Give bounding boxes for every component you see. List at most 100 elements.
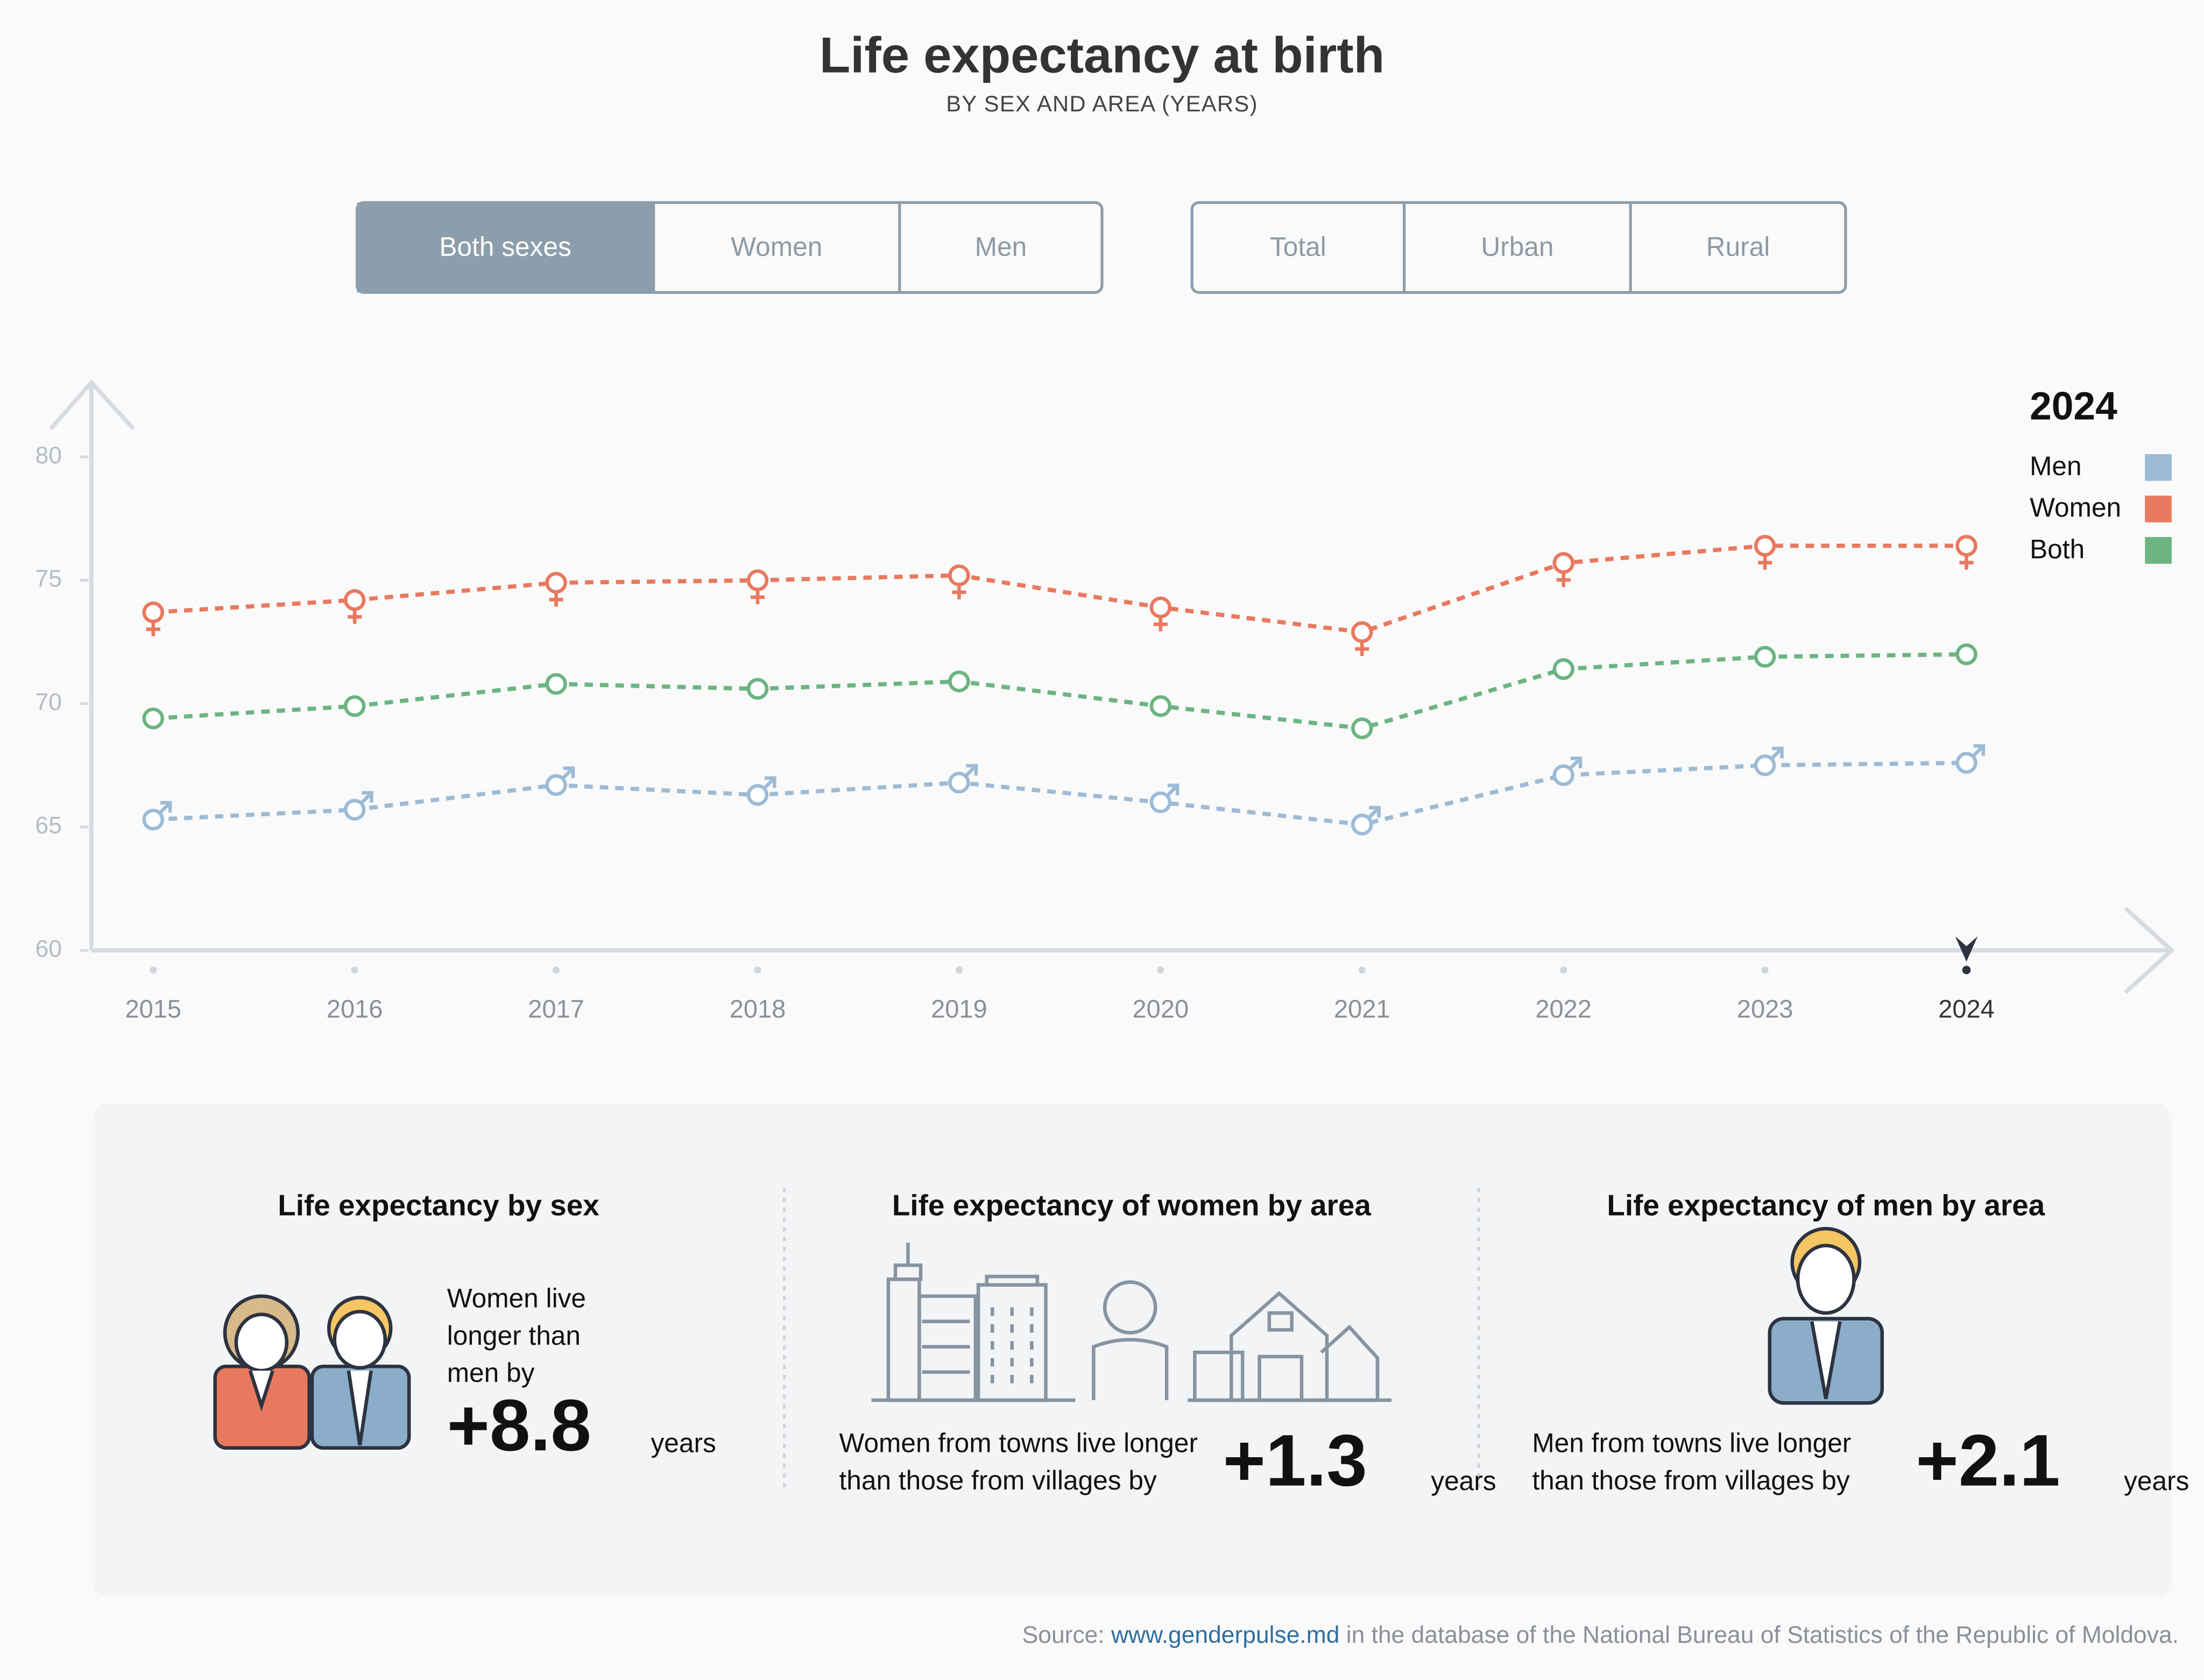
point-circle xyxy=(1351,621,1373,643)
point-circle xyxy=(1149,596,1172,619)
button-label[interactable]: Both sexes xyxy=(439,232,571,262)
card-value: +2.1 xyxy=(1916,1420,2060,1501)
point-symbol xyxy=(1770,746,1784,760)
icon-face xyxy=(333,1310,387,1370)
button-group-border xyxy=(1190,201,1847,294)
legend-swatch xyxy=(2145,537,2172,564)
data-point xyxy=(1149,695,1172,717)
icon-face xyxy=(234,1312,289,1373)
data-point xyxy=(1552,756,1583,786)
point-symbol xyxy=(359,791,373,805)
y-axis-arrow xyxy=(49,379,136,430)
point-circle xyxy=(1955,752,1977,774)
icon-building xyxy=(985,1274,1040,1287)
man-icon xyxy=(1768,1227,1884,1405)
x-tick-label: 2017 xyxy=(528,994,584,1023)
card-text: than those from villages by xyxy=(1532,1465,1849,1495)
point-symbol xyxy=(158,801,172,815)
data-point xyxy=(1955,643,1977,666)
legend-title: 2024 xyxy=(2030,385,2117,428)
point-symbol xyxy=(964,764,978,778)
legend-swatch xyxy=(2145,454,2172,481)
button-bg[interactable] xyxy=(1192,202,1404,293)
data-point xyxy=(545,571,567,607)
data-point xyxy=(1955,744,1986,774)
button-bg[interactable] xyxy=(653,202,900,293)
legend-label: Women xyxy=(2030,492,2121,523)
icon-collar xyxy=(248,1370,274,1412)
point-symbol xyxy=(561,766,575,780)
y-tick-label: 70 xyxy=(36,689,62,715)
icon-head xyxy=(1103,1280,1157,1335)
selected-year-pointer xyxy=(1955,936,1978,962)
point-circle xyxy=(142,601,164,624)
button-bg[interactable] xyxy=(899,202,1102,293)
point-circle xyxy=(1351,717,1373,739)
point-circle xyxy=(1754,646,1776,668)
icon-collar xyxy=(347,1370,373,1446)
point-circle xyxy=(948,564,970,587)
point-circle xyxy=(1754,534,1776,557)
point-symbol xyxy=(1972,744,1986,758)
card-text: Women live xyxy=(447,1283,586,1314)
cards: Life expectancy by sex Women live longer t… xyxy=(278,1189,2189,1501)
card-unit: years xyxy=(651,1428,716,1458)
x-tick-label: 2020 xyxy=(1133,994,1189,1023)
point-symbol xyxy=(1758,555,1772,570)
card-unit: years xyxy=(2124,1466,2189,1496)
data-point xyxy=(1552,552,1574,587)
point-circle xyxy=(948,772,970,794)
toggle-button[interactable]: Women xyxy=(653,202,900,293)
data-point xyxy=(343,695,366,717)
point-circle xyxy=(545,673,567,695)
button-bg[interactable] xyxy=(1630,202,1846,293)
x-tick-dot xyxy=(351,966,358,974)
data-point xyxy=(142,801,172,831)
icon-building xyxy=(917,1294,978,1402)
button-label[interactable]: Rural xyxy=(1706,232,1770,262)
data-point xyxy=(746,776,776,806)
icon-face xyxy=(1796,1244,1856,1315)
y-tick-label: 75 xyxy=(36,566,62,592)
card-value: +1.3 xyxy=(1223,1420,1367,1501)
toggle-button[interactable]: Urban xyxy=(1404,202,1631,293)
toggle-button[interactable]: Men xyxy=(899,202,1102,293)
source-link[interactable]: www.genderpulse.md xyxy=(1111,1622,1339,1648)
x-tick-dot xyxy=(553,966,560,974)
city-icon xyxy=(871,1243,1392,1402)
button-label[interactable]: Urban xyxy=(1481,232,1553,262)
point-circle xyxy=(948,670,970,693)
point-symbol xyxy=(952,584,966,599)
x-tick-label: 2024 xyxy=(1938,994,1995,1023)
y-tick-label: 60 xyxy=(36,936,62,962)
button-label[interactable]: Women xyxy=(731,232,822,262)
card-text: than those from villages by xyxy=(839,1465,1157,1495)
point-circle xyxy=(746,569,769,591)
x-tick-dot xyxy=(150,966,157,974)
x-tick-label: 2019 xyxy=(931,994,987,1023)
x-tick-dot xyxy=(754,966,761,974)
legend-swatch xyxy=(2145,496,2172,523)
button-label[interactable]: Men xyxy=(975,232,1027,262)
data-point xyxy=(1754,646,1776,668)
card-text: longer than xyxy=(447,1321,581,1351)
data-point xyxy=(948,670,970,693)
icon-house xyxy=(1230,1291,1329,1402)
toggle-button[interactable]: Total xyxy=(1192,202,1404,293)
point-symbol xyxy=(762,776,776,790)
data-point xyxy=(545,673,567,695)
card-text: Women from towns live longer xyxy=(839,1428,1198,1458)
x-tick-dot xyxy=(1157,966,1164,974)
toggle-button[interactable]: Rural xyxy=(1630,202,1846,293)
data-point xyxy=(1552,658,1574,680)
point-circle xyxy=(343,799,366,821)
point-circle xyxy=(545,774,567,796)
button-bg[interactable] xyxy=(1404,202,1631,293)
point-symbol xyxy=(1556,572,1571,587)
button-bg[interactable] xyxy=(357,202,654,293)
button-label[interactable]: Total xyxy=(1270,232,1326,262)
source: Source: www.genderpulse.md in the databa… xyxy=(1022,1622,2179,1648)
toggle-button[interactable]: Both sexes xyxy=(357,202,654,293)
chart-title: Life expectancy at birth xyxy=(820,27,1384,83)
